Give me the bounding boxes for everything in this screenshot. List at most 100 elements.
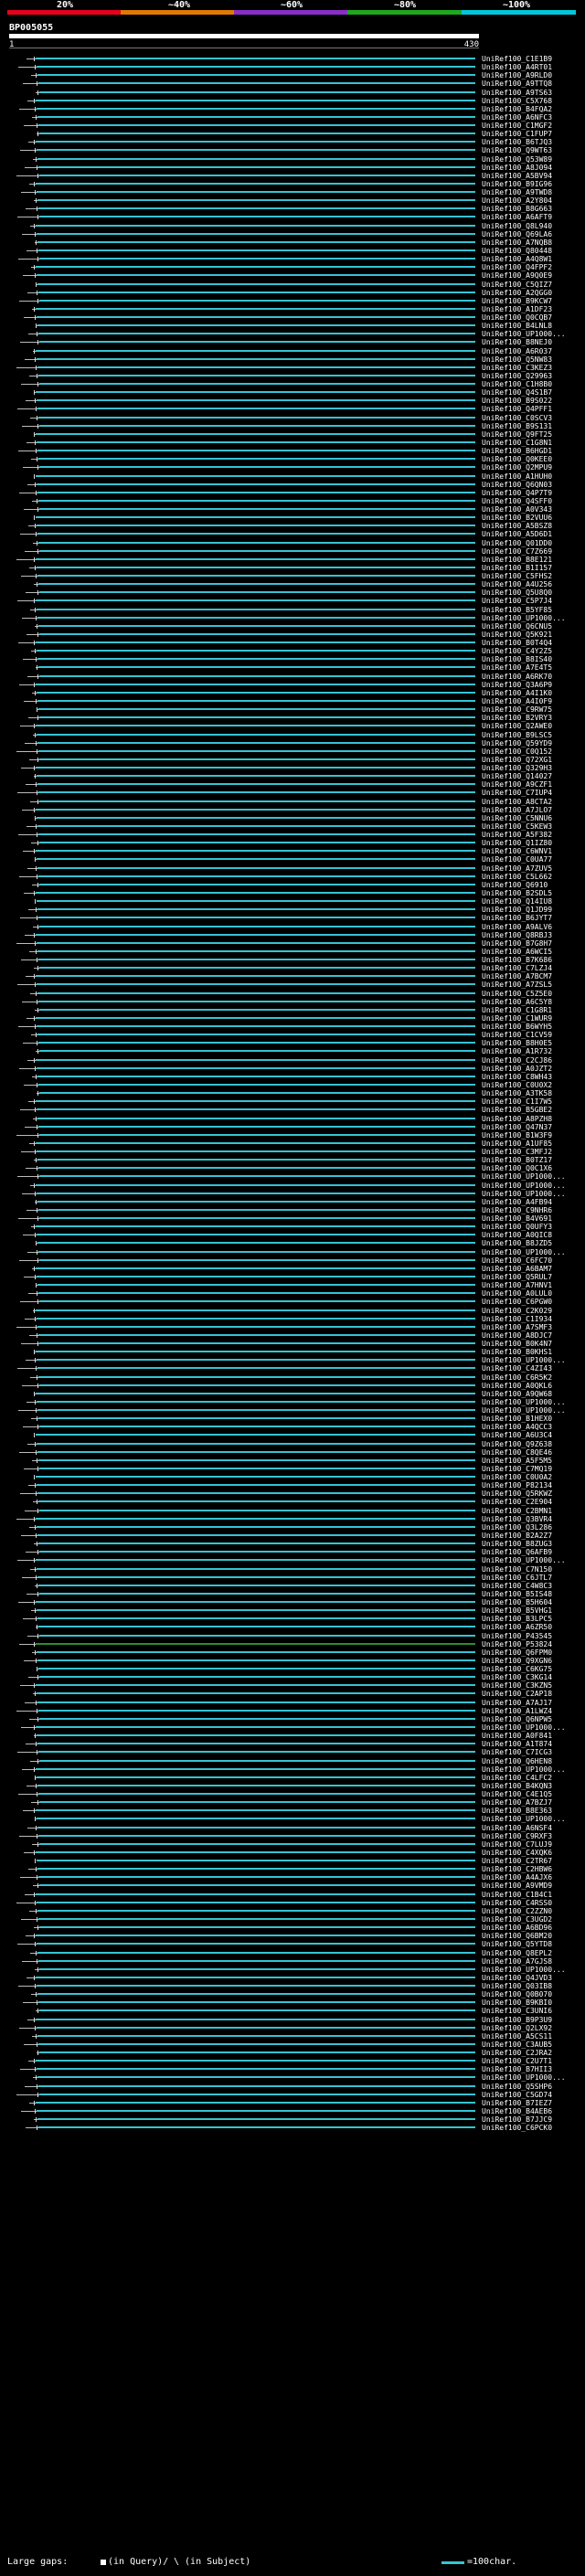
hit-label[interactable]: UniRef100_Q6BM20 [482,1932,553,1941]
hit-label[interactable]: UniRef100_Q8RBJ3 [482,930,553,939]
hit-bar[interactable] [39,800,475,802]
hit-label[interactable]: UniRef100_UP1000... [482,1815,566,1824]
hit-bar[interactable] [37,1534,475,1536]
hit-bar[interactable] [37,575,475,578]
hit-bar[interactable] [37,1192,475,1194]
hit-label[interactable]: UniRef100_P43545 [482,1631,553,1640]
hit-bar[interactable] [37,941,475,944]
hit-label[interactable]: UniRef100_C7N150 [482,1564,553,1574]
hit-bar[interactable] [39,1008,475,1011]
hit-bar[interactable] [39,1634,475,1637]
hit-bar[interactable] [39,1551,475,1553]
hit-bar[interactable] [39,258,475,260]
hit-bar[interactable] [38,749,475,752]
hit-bar[interactable] [39,383,475,386]
hit-label[interactable]: UniRef100_Q0UFY3 [482,1223,553,1232]
hit-bar[interactable] [38,249,475,251]
hit-label[interactable]: UniRef100_B6TJQ3 [482,138,553,147]
hit-label[interactable]: UniRef100_B5GBE2 [482,1106,553,1115]
hit-label[interactable]: UniRef100_C5NNU6 [482,813,553,822]
hit-bar[interactable] [39,2093,475,2095]
hit-bar[interactable] [37,157,475,160]
hit-label[interactable]: UniRef100_Q5K921 [482,630,553,639]
hit-label[interactable]: UniRef100_B9KBI0 [482,1998,553,2008]
hit-label[interactable]: UniRef100_B7K686 [482,956,553,965]
hit-bar[interactable] [37,1701,475,1703]
hit-bar[interactable] [37,1943,475,1945]
hit-label[interactable]: UniRef100_Q53W89 [482,154,553,164]
hit-label[interactable]: UniRef100_B0K4N7 [482,1340,553,1349]
hit-bar[interactable] [39,2009,475,2012]
hit-label[interactable]: UniRef100_A0LUL0 [482,1289,553,1299]
hit-bar[interactable] [39,925,475,928]
hit-bar[interactable] [38,959,475,961]
hit-bar[interactable] [38,1917,475,1920]
hit-bar[interactable] [39,1342,475,1345]
hit-label[interactable]: UniRef100_C4LFC2 [482,1773,553,1782]
hit-bar[interactable] [36,1016,475,1019]
hit-label[interactable]: UniRef100_C7LZJ4 [482,964,553,973]
hit-label[interactable]: UniRef100_B7IEZ7 [482,2098,553,2107]
hit-label[interactable]: UniRef100_C1I7W5 [482,1097,553,1107]
hit-label[interactable]: UniRef100_Q9WT63 [482,146,553,155]
hit-label[interactable]: UniRef100_A9ALV6 [482,922,553,931]
hit-bar[interactable] [37,1951,475,1954]
hit-label[interactable]: UniRef100_C0Q152 [482,747,553,756]
hit-bar[interactable] [36,2101,475,2104]
hit-bar[interactable] [36,99,475,101]
hit-label[interactable]: UniRef100_C7MQ19 [482,1464,553,1473]
hit-bar[interactable] [37,2109,475,2112]
hit-label[interactable]: UniRef100_A5F382 [482,831,553,840]
hit-bar[interactable] [36,1809,475,1812]
hit-bar[interactable] [37,1359,475,1362]
hit-label[interactable]: UniRef100_C6WNV1 [482,847,553,856]
hit-label[interactable]: UniRef100_A4FB94 [482,1197,553,1206]
hit-label[interactable]: UniRef100_Q6QN03 [482,480,553,489]
hit-bar[interactable] [39,1133,475,1136]
hit-bar[interactable] [37,2068,475,2071]
hit-label[interactable]: UniRef100_UP1000... [482,1189,566,1198]
hit-bar[interactable] [37,1492,475,1495]
hit-bar[interactable] [37,440,475,443]
hit-label[interactable]: UniRef100_C1FUP7 [482,130,553,139]
hit-bar[interactable] [38,1417,475,1420]
hit-label[interactable]: UniRef100_C3KZN5 [482,1681,553,1691]
hit-label[interactable]: UniRef100_C1G8N1 [482,438,553,447]
hit-bar[interactable] [37,482,475,485]
hit-bar[interactable] [37,1609,475,1612]
hit-label[interactable]: UniRef100_Q1IZ80 [482,839,553,848]
hit-label[interactable]: UniRef100_B1HEX0 [482,1415,553,1424]
hit-label[interactable]: UniRef100_Q6NPW5 [482,1714,553,1723]
hit-label[interactable]: UniRef100_UP1000... [482,1556,566,1565]
hit-bar[interactable] [38,165,475,168]
hit-bar[interactable] [38,124,475,127]
hit-bar[interactable] [37,991,475,994]
hit-bar[interactable] [37,1317,475,1320]
hit-label[interactable]: UniRef100_A0F841 [482,1732,553,1741]
hit-bar[interactable] [37,1484,475,1487]
hit-bar[interactable] [38,1292,475,1295]
hit-label[interactable]: UniRef100_A6ZR50 [482,1623,553,1632]
hit-bar[interactable] [37,1108,475,1111]
hit-label[interactable]: UniRef100_Q3A6P9 [482,680,553,689]
hit-bar[interactable] [38,875,475,877]
hit-bar[interactable] [38,1042,475,1044]
hit-label[interactable]: UniRef100_Q0B070 [482,1990,553,1999]
hit-bar[interactable] [37,1400,475,1403]
hit-label[interactable]: UniRef100_A1DF23 [482,304,553,313]
hit-bar[interactable] [36,224,475,227]
hit-bar[interactable] [37,700,475,702]
hit-label[interactable]: UniRef100_Q03IB8 [482,1982,553,1991]
hit-label[interactable]: UniRef100_A7JLO7 [482,805,553,814]
hit-bar[interactable] [37,1860,475,1862]
hit-bar[interactable] [37,1159,475,1161]
hit-label[interactable]: UniRef100_A9TS63 [482,88,553,97]
hit-label[interactable]: UniRef100_B2SDL5 [482,889,553,897]
hit-label[interactable]: UniRef100_C6PGW0 [482,1298,553,1307]
hit-bar[interactable] [36,725,475,727]
hit-bar[interactable] [39,1300,475,1303]
hit-label[interactable]: UniRef100_Q0CQB7 [482,313,553,323]
hit-bar[interactable] [38,708,475,711]
hit-bar[interactable] [36,1267,475,1269]
hit-label[interactable]: UniRef100_B9KCW7 [482,296,553,305]
